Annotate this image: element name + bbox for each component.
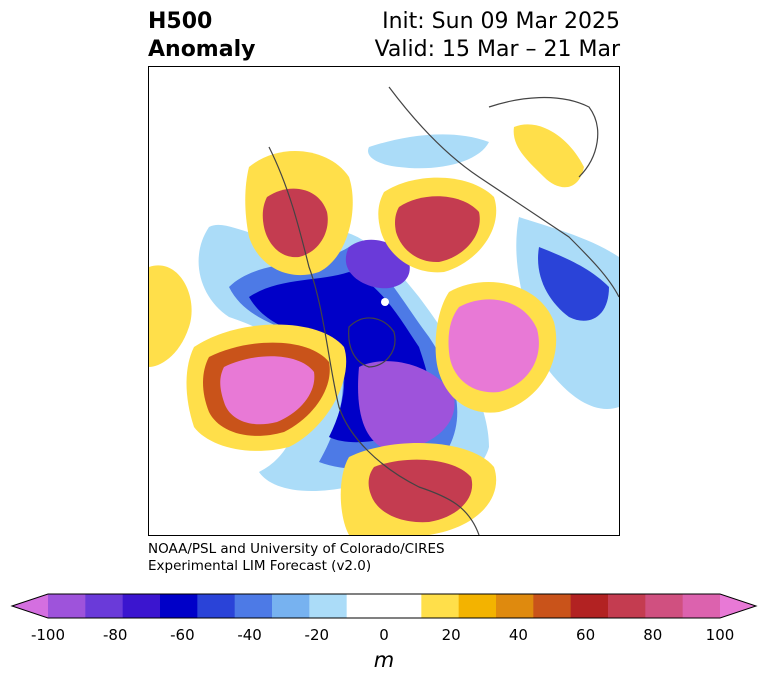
atlantic-ridge-core [448,299,539,393]
colorbar-tick-label: -40 [237,626,262,644]
colorbar-segment [346,594,385,618]
title-left: H500 Anomaly [148,8,255,64]
colorbar-segment [496,594,534,618]
colorbar-tick-label: 80 [643,626,663,644]
title-line2: Anomaly [148,37,256,62]
colorbar-segment [122,594,161,618]
europe-coast [488,96,599,178]
colorbar-segment [309,594,348,618]
colorbar-tick-label: 20 [441,626,461,644]
greenland-coast [348,317,396,368]
credit-line1: NOAA/PSL and University of Colorado/CIRE… [148,541,445,557]
southeast-ridge-core [368,459,473,523]
colorbar-segment [160,594,198,618]
colorbar-tick-label: 40 [508,626,528,644]
colorbar-segment [682,594,721,618]
positive-anomaly-fill [149,124,584,535]
colorbar-tick-label: 60 [576,626,596,644]
anomaly-map [149,86,619,535]
colorbar-segment [458,594,497,618]
title-right: Init: Sun 09 Mar 2025 Valid: 15 Mar – 21… [375,8,620,64]
colorbar-tick-label: -20 [304,626,330,644]
colorbar-segment [48,594,86,618]
colorbar-segment [570,594,609,618]
credit-line2: Experimental LIM Forecast (v2.0) [148,558,372,574]
colorbar-unit: m [373,648,395,672]
purple-trough [358,361,455,452]
colorbar [10,593,758,619]
credit: NOAA/PSL and University of Colorado/CIRE… [148,541,445,575]
colorbar-segment [197,594,236,618]
colorbar-segment [645,594,684,618]
title-line1: H500 [148,9,213,34]
colorbar-left-arrow [12,594,48,618]
colorbar-segment [85,594,124,618]
west-ridge-yellow [149,265,192,367]
colorbar-segment [533,594,572,618]
north-america-coast [268,146,480,535]
colorbar-segment [272,594,310,618]
north-blue [368,134,489,169]
colorbar-segment [384,594,422,618]
coastlines [268,86,619,535]
colorbar-segment [608,594,646,618]
greenland-ridge [513,124,584,188]
colorbar-tick-label: 100 [705,626,735,644]
colorbar-right-arrow [720,594,756,618]
map-panel [148,66,620,536]
east-blue-mid [538,247,609,321]
eurasia-coast [388,86,619,298]
init-date: Init: Sun 09 Mar 2025 [382,9,620,34]
valid-range: Valid: 15 Mar – 21 Mar [374,37,620,62]
colorbar-tick-label: -80 [102,626,128,644]
colorbar-tick-label: -100 [30,626,66,644]
colorbar-tick-label: -60 [170,626,195,644]
scandinavia-ridge-core [395,196,480,263]
north-pole-marker [381,298,389,306]
colorbar-tick-label: 0 [379,626,389,644]
colorbar-segment [421,594,460,618]
colorbar-segment [234,594,273,618]
pacific-ridge-core [220,356,315,425]
alaska-ridge-core [262,188,328,258]
colorbar-segments [48,594,721,618]
colorbar-ticks: -100 -80 -60 -40 -20 0 20 40 60 80 100 [0,626,768,646]
colorbar-outline [10,593,758,619]
